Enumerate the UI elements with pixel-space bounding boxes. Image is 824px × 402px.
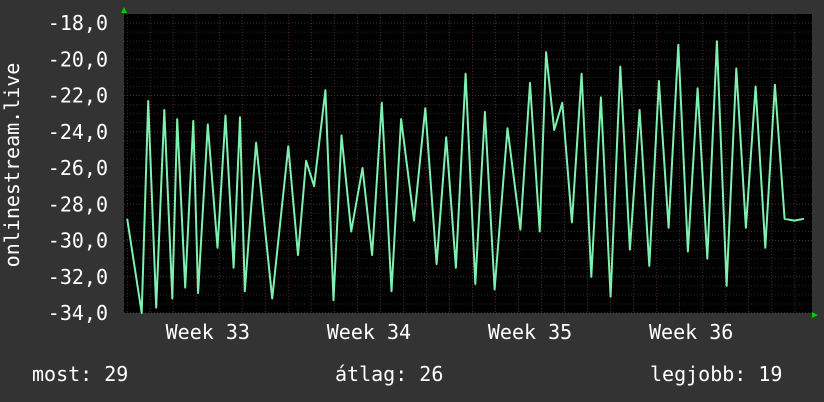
current-value: most: 29 <box>32 362 129 386</box>
x-axis-arrow <box>812 312 818 318</box>
y-tick-label: -18,0 <box>48 11 108 35</box>
y-tick-label: -28,0 <box>48 192 108 216</box>
y-axis-label: onlinestream.live <box>0 63 24 268</box>
average-value: átlag: 26 <box>335 362 444 386</box>
y-axis-arrow <box>121 7 127 13</box>
y-tick-label: -32,0 <box>48 265 108 289</box>
y-tick-label: -20,0 <box>48 47 108 71</box>
y-tick-label: -24,0 <box>48 120 108 144</box>
series-line <box>126 40 805 314</box>
y-tick-label: -26,0 <box>48 156 108 180</box>
y-tick-label: -22,0 <box>48 84 108 108</box>
axis-arrows <box>121 7 818 318</box>
x-tick-label: Week 35 <box>488 320 572 344</box>
y-tick-labels: -18,0 -20,0 -22,0 -24,0 -26,0 -28,0 -30,0 -32,0… <box>48 11 108 325</box>
x-tick-labels: Week 33 Week 34 Week 35 Week 36 <box>166 320 734 344</box>
x-tick-label: Week 36 <box>649 320 733 344</box>
y-tick-label: -34,0 <box>48 301 108 325</box>
x-tick-label: Week 33 <box>166 320 250 344</box>
y-tick-label: -30,0 <box>48 229 108 253</box>
x-tick-label: Week 34 <box>327 320 411 344</box>
best-value: legjobb: 19 <box>650 362 783 386</box>
